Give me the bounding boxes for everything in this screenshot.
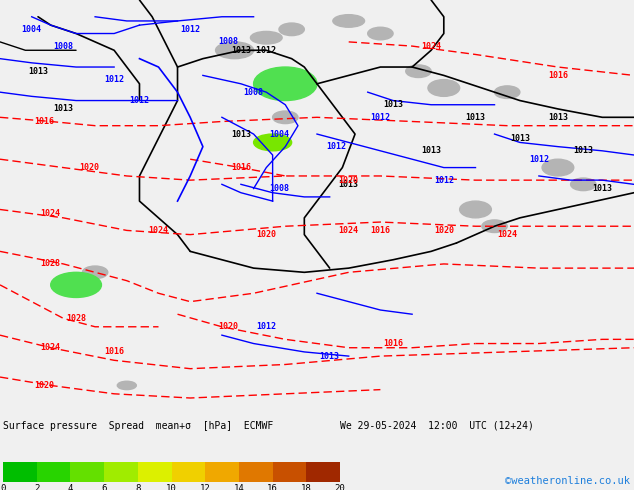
Ellipse shape (216, 42, 254, 59)
Ellipse shape (254, 134, 292, 151)
Bar (70, 462, 104, 482)
Text: 1013-1012: 1013-1012 (231, 46, 276, 55)
Ellipse shape (368, 27, 393, 40)
Text: 1004: 1004 (269, 129, 289, 139)
Text: 4: 4 (68, 484, 73, 490)
Text: 1012: 1012 (104, 75, 124, 84)
Text: 1024: 1024 (339, 226, 359, 235)
Text: 14: 14 (233, 484, 244, 490)
Text: 1013: 1013 (421, 147, 441, 155)
Text: 1012: 1012 (326, 142, 346, 151)
Bar (306, 462, 340, 482)
Ellipse shape (279, 23, 304, 36)
Ellipse shape (250, 31, 282, 44)
Text: 1012: 1012 (529, 155, 549, 164)
Text: 1012: 1012 (256, 322, 276, 331)
Text: 1012: 1012 (129, 96, 150, 105)
Ellipse shape (542, 159, 574, 176)
Text: Surface pressure  Spread  mean+σ  [hPa]  ECMWF: Surface pressure Spread mean+σ [hPa] ECM… (3, 421, 273, 431)
Ellipse shape (406, 65, 431, 77)
Text: 1024: 1024 (421, 42, 441, 50)
Text: 1013: 1013 (510, 134, 530, 143)
Text: 1020: 1020 (339, 175, 359, 185)
Ellipse shape (254, 67, 317, 100)
Bar (205, 462, 239, 482)
Ellipse shape (428, 79, 460, 97)
Text: 1012: 1012 (370, 113, 391, 122)
Text: 1008: 1008 (53, 42, 74, 50)
Text: 1020: 1020 (434, 226, 454, 235)
Text: 1016: 1016 (370, 226, 391, 235)
Ellipse shape (571, 178, 596, 191)
Text: We 29-05-2024  12:00  UTC (12+24): We 29-05-2024 12:00 UTC (12+24) (340, 421, 534, 431)
Text: 20: 20 (335, 484, 346, 490)
Ellipse shape (117, 381, 136, 390)
Bar (239, 462, 273, 482)
Ellipse shape (273, 111, 298, 123)
Text: 1016: 1016 (231, 163, 251, 172)
Text: 1020: 1020 (79, 163, 99, 172)
Text: 2: 2 (34, 484, 39, 490)
Text: 1008: 1008 (243, 88, 264, 97)
Ellipse shape (51, 272, 101, 297)
Text: 18: 18 (301, 484, 312, 490)
Text: 1013: 1013 (383, 100, 403, 109)
Text: 1020: 1020 (34, 381, 55, 390)
Ellipse shape (82, 266, 108, 279)
Text: 1013: 1013 (320, 352, 340, 361)
Text: 0: 0 (0, 484, 6, 490)
Text: 1013: 1013 (53, 104, 74, 113)
Text: 1020: 1020 (218, 322, 238, 331)
Ellipse shape (495, 86, 520, 98)
Text: 1028: 1028 (41, 259, 61, 269)
Text: 1008: 1008 (269, 184, 289, 193)
Text: 1013: 1013 (548, 113, 568, 122)
Text: 1012: 1012 (180, 25, 200, 34)
Text: 1024: 1024 (497, 230, 517, 239)
Text: 1013: 1013 (231, 129, 251, 139)
Text: 1004: 1004 (22, 25, 42, 34)
Text: 8: 8 (135, 484, 141, 490)
Text: 16: 16 (267, 484, 278, 490)
Bar (37, 462, 70, 482)
Text: 1013: 1013 (28, 67, 48, 76)
Text: 1028: 1028 (66, 314, 86, 323)
Ellipse shape (460, 201, 491, 218)
Text: 1024: 1024 (41, 343, 61, 352)
Text: 1012: 1012 (434, 175, 454, 185)
Ellipse shape (333, 15, 365, 27)
Text: 1016: 1016 (548, 71, 568, 80)
Bar (104, 462, 138, 482)
Bar (273, 462, 306, 482)
Text: ©weatheronline.co.uk: ©weatheronline.co.uk (505, 476, 630, 486)
Text: 6: 6 (101, 484, 107, 490)
Ellipse shape (482, 220, 507, 233)
Text: 1016: 1016 (104, 347, 124, 356)
Text: 1024: 1024 (41, 209, 61, 218)
Text: 1013: 1013 (592, 184, 612, 193)
Text: 12: 12 (200, 484, 210, 490)
Bar (3, 462, 37, 482)
Text: 1020: 1020 (256, 230, 276, 239)
Text: 1013: 1013 (573, 147, 593, 155)
Text: 1016: 1016 (383, 339, 403, 348)
Text: 1016: 1016 (34, 117, 55, 126)
Bar (138, 462, 172, 482)
Text: 1024: 1024 (148, 226, 169, 235)
Text: 10: 10 (166, 484, 177, 490)
Text: 1008: 1008 (218, 37, 238, 47)
Text: 1013: 1013 (339, 180, 359, 189)
Text: 1013: 1013 (465, 113, 486, 122)
Bar (172, 462, 205, 482)
